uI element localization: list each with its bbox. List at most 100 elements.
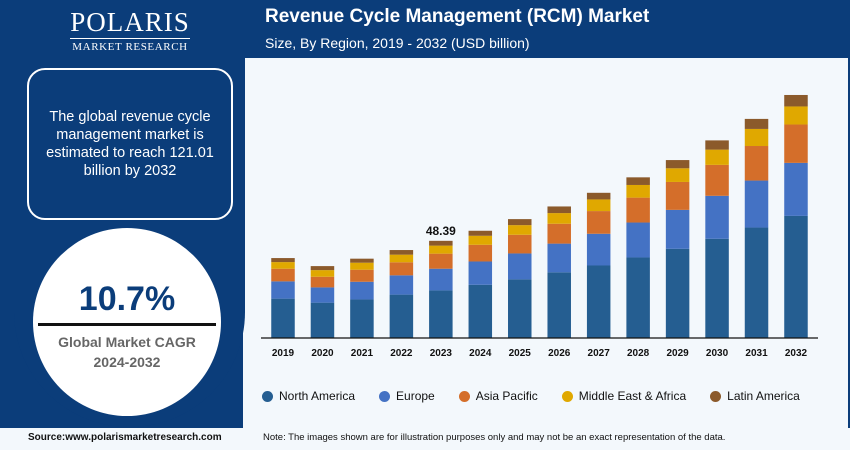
bar-asia-pacific-2030 bbox=[705, 164, 729, 196]
bar-asia-pacific-2029 bbox=[665, 181, 690, 210]
legend-label: North America bbox=[279, 389, 356, 403]
bar-latin-america-2021 bbox=[350, 258, 374, 263]
bar-europe-2028 bbox=[626, 222, 650, 258]
x-tick-label: 2028 bbox=[627, 348, 650, 359]
bar-asia-pacific-2021 bbox=[350, 269, 374, 282]
legend-swatch bbox=[379, 390, 391, 402]
legend-label: Asia Pacific bbox=[475, 389, 538, 403]
note-text: Note: The images shown are for illustrat… bbox=[263, 432, 726, 443]
bar-north-america-2026 bbox=[547, 272, 571, 338]
data-label: 48.39 bbox=[426, 224, 456, 238]
bar-latin-america-2024 bbox=[468, 230, 493, 236]
bar-middle-east-africa-2023 bbox=[429, 245, 453, 254]
bar-middle-east-africa-2020 bbox=[310, 270, 335, 277]
x-tick-label: 2020 bbox=[311, 348, 334, 359]
bar-north-america-2032 bbox=[784, 215, 808, 338]
bar-asia-pacific-2031 bbox=[744, 146, 769, 181]
bar-north-america-2022 bbox=[389, 294, 414, 338]
legend-label: Europe bbox=[396, 389, 435, 403]
bar-latin-america-2022 bbox=[389, 250, 414, 255]
bar-latin-america-2031 bbox=[744, 118, 769, 129]
bar-europe-2032 bbox=[784, 162, 808, 216]
bar-asia-pacific-2028 bbox=[626, 197, 650, 223]
legend-item: Asia Pacific bbox=[458, 389, 538, 403]
bar-middle-east-africa-2031 bbox=[744, 128, 769, 147]
bar-middle-east-africa-2025 bbox=[508, 225, 532, 235]
bar-latin-america-2026 bbox=[547, 206, 571, 214]
cagr-circle: 10.7% Global Market CAGR 2024-2032 bbox=[33, 228, 221, 416]
bar-europe-2022 bbox=[389, 275, 414, 295]
legend-item: Europe bbox=[379, 389, 435, 403]
bar-middle-east-africa-2022 bbox=[389, 254, 414, 263]
x-tick-label: 2022 bbox=[390, 348, 413, 359]
bar-middle-east-africa-2028 bbox=[626, 184, 650, 198]
bar-north-america-2019 bbox=[271, 298, 295, 338]
bar-europe-2025 bbox=[508, 253, 532, 280]
bar-asia-pacific-2022 bbox=[389, 262, 414, 276]
bar-middle-east-africa-2024 bbox=[468, 235, 493, 245]
bar-north-america-2023 bbox=[429, 290, 453, 338]
bar-asia-pacific-2025 bbox=[508, 234, 532, 254]
bar-latin-america-2020 bbox=[310, 266, 335, 271]
bar-latin-america-2028 bbox=[626, 177, 650, 185]
x-tick-label: 2023 bbox=[430, 348, 453, 359]
bar-latin-america-2023 bbox=[429, 240, 453, 246]
bar-latin-america-2032 bbox=[784, 94, 808, 107]
bar-europe-2023 bbox=[429, 268, 453, 291]
bar-europe-2031 bbox=[744, 180, 769, 228]
bar-middle-east-africa-2019 bbox=[271, 262, 295, 269]
bar-europe-2030 bbox=[705, 195, 729, 239]
chart-title: Revenue Cycle Management (RCM) Market bbox=[265, 6, 650, 27]
bar-middle-east-africa-2021 bbox=[350, 262, 374, 270]
bar-asia-pacific-2020 bbox=[310, 276, 335, 288]
bar-north-america-2021 bbox=[350, 299, 374, 338]
logo-tagline: MARKET RESEARCH bbox=[72, 41, 188, 53]
legend-swatch bbox=[262, 390, 273, 402]
bar-latin-america-2027 bbox=[586, 192, 611, 200]
bar-asia-pacific-2023 bbox=[429, 253, 453, 269]
legend-label: Middle East & Africa bbox=[578, 389, 687, 403]
divider bbox=[38, 323, 216, 326]
x-tick-label: 2030 bbox=[706, 348, 729, 359]
bar-europe-2021 bbox=[350, 281, 374, 300]
bar-asia-pacific-2024 bbox=[468, 244, 493, 262]
logo-name: POLARIS bbox=[70, 7, 190, 37]
legend-item: Latin America bbox=[710, 389, 800, 403]
legend-swatch bbox=[561, 390, 573, 402]
bar-north-america-2027 bbox=[586, 265, 611, 338]
bar-europe-2020 bbox=[310, 287, 335, 303]
bar-north-america-2028 bbox=[626, 257, 650, 338]
legend-swatch bbox=[710, 390, 722, 402]
legend-swatch bbox=[458, 390, 470, 402]
source-text: Source:www.polarismarketresearch.com bbox=[28, 432, 222, 443]
bar-asia-pacific-2032 bbox=[784, 124, 808, 163]
bar-middle-east-africa-2027 bbox=[586, 199, 611, 212]
x-tick-label: 2029 bbox=[666, 348, 689, 359]
bar-asia-pacific-2026 bbox=[547, 223, 571, 244]
x-tick-label: 2019 bbox=[272, 348, 295, 359]
logo: POLARIS MARKET RESEARCH bbox=[70, 8, 190, 53]
bar-north-america-2029 bbox=[665, 248, 690, 338]
bar-latin-america-2029 bbox=[665, 160, 690, 169]
bar-asia-pacific-2027 bbox=[586, 211, 611, 234]
x-tick-label: 2021 bbox=[351, 348, 374, 359]
cagr-label: Global Market CAGR 2024-2032 bbox=[33, 332, 221, 372]
legend-item: Middle East & Africa bbox=[561, 389, 687, 403]
legend-label: Latin America bbox=[727, 389, 800, 403]
bar-north-america-2024 bbox=[468, 284, 493, 338]
bar-latin-america-2030 bbox=[705, 140, 729, 150]
legend: North America Europe Asia Pacific Middle Ea… bbox=[262, 389, 824, 403]
cagr-value: 10.7% bbox=[78, 280, 176, 318]
bar-middle-east-africa-2030 bbox=[705, 149, 729, 165]
x-tick-label: 2024 bbox=[469, 348, 492, 359]
bar-europe-2024 bbox=[468, 261, 493, 285]
bar-europe-2019 bbox=[271, 281, 295, 299]
bar-middle-east-africa-2029 bbox=[665, 168, 690, 182]
cagr-label-line1: Global Market CAGR bbox=[58, 334, 196, 350]
bar-middle-east-africa-2026 bbox=[547, 213, 571, 224]
bar-asia-pacific-2019 bbox=[271, 268, 295, 282]
x-tick-label: 2025 bbox=[509, 348, 532, 359]
bar-north-america-2031 bbox=[744, 227, 769, 338]
x-tick-label: 2031 bbox=[745, 348, 768, 359]
